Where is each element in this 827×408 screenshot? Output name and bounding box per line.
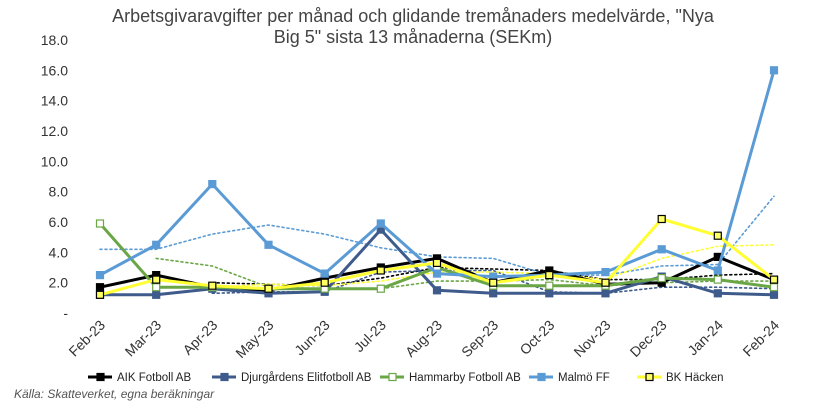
data-point — [713, 275, 722, 284]
data-point — [769, 290, 779, 299]
y-tick-label: 6.0 — [49, 214, 69, 230]
x-tick-label: Dec-23 — [627, 317, 670, 360]
moving-average-line — [155, 257, 775, 290]
data-point — [95, 290, 105, 299]
moving-average-line — [211, 244, 775, 288]
y-tick-label: 10.0 — [41, 153, 68, 169]
data-point — [601, 289, 610, 298]
data-point — [489, 278, 498, 287]
legend-swatch-marker — [96, 372, 105, 382]
chart-title-line: Big 5" sista 13 månaderna (SEKm) — [274, 27, 553, 47]
data-point — [95, 283, 105, 292]
x-tick-label: Jan-24 — [684, 317, 726, 359]
data-point — [152, 290, 161, 299]
moving-average-line — [211, 269, 775, 295]
data-point — [432, 269, 442, 278]
y-tick-label: 12.0 — [41, 123, 68, 139]
y-tick-label: 2.0 — [49, 275, 69, 291]
data-point — [264, 284, 273, 293]
data-point — [208, 180, 217, 189]
data-point — [545, 271, 554, 280]
data-point — [264, 240, 273, 249]
legend-label: AIK Fotboll AB — [117, 372, 191, 384]
x-tick-label: Aug-23 — [402, 317, 445, 360]
data-point — [769, 275, 779, 284]
y-tick-label: 16.0 — [41, 62, 68, 78]
legend: AIK Fotboll AB Djurgårdens Elitfotboll AB… — [88, 372, 724, 384]
data-point — [376, 266, 385, 275]
legend-label: Malmö FF — [558, 372, 610, 384]
legend-label: Djurgårdens Elitfotboll AB — [241, 372, 372, 384]
x-tick-label: Feb-23 — [65, 317, 108, 360]
chart-title: Arbetsgivaravgifter per månad och glidan… — [112, 6, 715, 47]
y-tick-label: 18.0 — [41, 32, 68, 48]
x-tick-label: Jun-23 — [291, 317, 333, 359]
data-point — [657, 274, 666, 283]
moving-average-line — [99, 195, 775, 276]
source-note: Källa: Skatteverket, egna beräkningar — [14, 387, 215, 401]
data-point — [432, 258, 442, 267]
data-point — [601, 278, 610, 287]
x-tick-label: Feb-24 — [739, 317, 782, 360]
data-point — [95, 219, 105, 228]
x-axis: Feb-23 Mar-23 Apr-23 May-23 Jun-23 Jul-23 Aug-… — [65, 317, 782, 361]
legend-item: Hammarby Fotboll AB — [380, 372, 521, 384]
data-point — [432, 286, 442, 295]
data-point — [376, 284, 385, 293]
data-point — [657, 245, 666, 254]
data-point — [657, 214, 666, 224]
series-4 — [95, 214, 779, 299]
legend-swatch-marker — [220, 372, 229, 382]
data-point — [489, 289, 498, 298]
data-point — [713, 266, 722, 275]
legend-swatch-marker — [645, 372, 654, 382]
data-point — [769, 283, 779, 292]
series-line — [99, 69, 776, 279]
data-point — [95, 271, 105, 280]
x-tick-label: Sep-23 — [458, 317, 501, 360]
x-tick-label: Mar-23 — [122, 317, 165, 360]
data-point — [152, 240, 161, 249]
data-point — [713, 289, 722, 298]
x-tick-label: May-23 — [232, 317, 276, 361]
x-tick-label: Apr-23 — [179, 317, 220, 358]
legend-item: AIK Fotboll AB — [88, 372, 191, 384]
legend-label: Hammarby Fotboll AB — [409, 372, 521, 384]
legend-swatch-marker — [537, 372, 546, 382]
legend-item: BK Häcken — [637, 372, 724, 384]
legend-item: Djurgårdens Elitfotboll AB — [212, 372, 372, 384]
x-tick-label: Jul-23 — [351, 317, 389, 355]
data-point — [713, 231, 722, 240]
data-point — [152, 283, 161, 292]
data-point — [601, 268, 610, 277]
data-point — [320, 269, 329, 278]
y-tick-label: 8.0 — [49, 184, 69, 200]
legend-item: Malmö FF — [529, 372, 610, 384]
y-axis: - 2.0 4.0 6.0 8.0 10.0 12.0 14.0 16.0 18.0 — [41, 32, 69, 321]
data-point — [152, 275, 161, 284]
y-tick-label: 4.0 — [49, 244, 69, 260]
data-point — [769, 66, 779, 75]
x-tick-label: Nov-23 — [570, 317, 613, 360]
legend-label: BK Häcken — [666, 372, 724, 384]
data-point — [208, 281, 217, 290]
series-lines — [95, 66, 779, 299]
data-point — [320, 278, 329, 287]
y-tick-label: - — [63, 305, 68, 321]
y-tick-label: 14.0 — [41, 93, 68, 109]
chart-title-line: Arbetsgivaravgifter per månad och glidan… — [112, 6, 715, 26]
legend-swatch-marker — [388, 372, 397, 382]
data-point — [545, 289, 554, 298]
data-point — [376, 219, 385, 228]
x-tick-label: Oct-23 — [516, 317, 557, 358]
series-3 — [95, 66, 779, 281]
data-point — [545, 281, 554, 290]
